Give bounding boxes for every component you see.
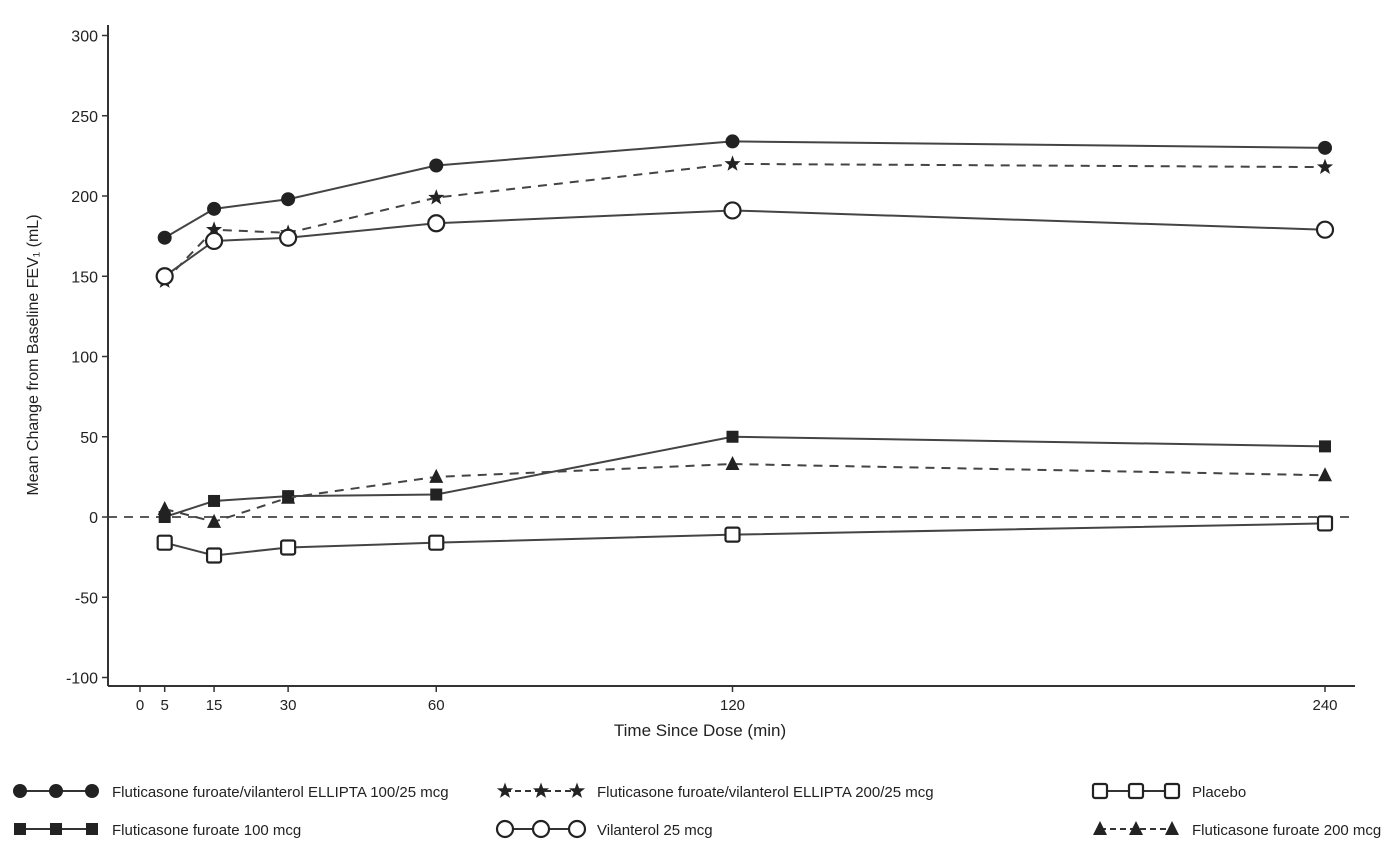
data-point	[429, 468, 444, 483]
series-line	[164, 140, 1326, 239]
data-point	[280, 539, 297, 556]
y-tick-label: 50	[80, 430, 98, 447]
y-tick-label: 150	[71, 269, 98, 286]
series-2	[156, 515, 1334, 564]
legend-marker	[1093, 821, 1107, 835]
x-tick-label: 15	[206, 697, 223, 714]
legend-marker	[1129, 821, 1143, 835]
legend-label: Placebo	[1192, 784, 1246, 801]
data-point	[206, 221, 223, 237]
data-point	[156, 534, 173, 551]
legend-marker	[1163, 782, 1181, 800]
data-point	[724, 526, 741, 543]
data-point	[725, 134, 740, 149]
data-point	[279, 228, 298, 247]
series-line	[164, 463, 1326, 523]
x-tick-label: 240	[1312, 697, 1337, 714]
legend-marker	[13, 784, 27, 798]
legend-label: Fluticasone furoate 100 mcg	[112, 822, 301, 839]
data-point	[428, 534, 445, 551]
legend-marker	[85, 784, 99, 798]
data-point	[207, 201, 222, 216]
data-point	[157, 500, 172, 515]
x-tick-label: 60	[428, 697, 445, 714]
data-point	[1316, 515, 1334, 532]
data-point	[726, 430, 739, 443]
data-point	[725, 456, 740, 471]
legend-marker	[568, 782, 586, 798]
series-line	[164, 435, 1326, 518]
data-point	[1315, 220, 1335, 239]
legend-label: Fluticasone furoate/vilanterol ELLIPTA 2…	[597, 784, 934, 801]
data-point	[1318, 467, 1332, 482]
series-5	[157, 456, 1332, 528]
legend-marker	[496, 782, 514, 798]
legend-item: Fluticasone furoate 100 mcg	[14, 822, 301, 839]
data-point	[157, 230, 172, 245]
data-point	[724, 155, 741, 171]
legend-marker	[531, 819, 551, 839]
data-point	[723, 201, 742, 220]
legend-marker	[14, 823, 26, 835]
legend-item: Fluticasone furoate/vilanterol ELLIPTA 1…	[13, 784, 449, 801]
series-3	[158, 430, 1331, 523]
data-point	[281, 489, 296, 504]
data-point	[205, 547, 223, 564]
y-tick-label: 300	[71, 29, 98, 46]
data-point	[430, 488, 443, 501]
legend-marker	[1165, 821, 1179, 835]
data-point	[208, 494, 221, 507]
y-tick-label: 0	[89, 510, 98, 527]
series-line	[164, 522, 1326, 557]
x-tick-label: 5	[161, 697, 169, 714]
legend-label: Vilanterol 25 mcg	[597, 822, 713, 839]
series-line	[163, 162, 1326, 282]
legend-marker	[50, 823, 62, 835]
data-point	[1318, 140, 1332, 155]
x-tick-label: 120	[720, 697, 745, 714]
legend-marker	[495, 819, 515, 839]
data-point	[1316, 158, 1334, 174]
series-4	[155, 201, 1335, 286]
x-axis-label: Time Since Dose (min)	[614, 721, 786, 740]
legend-item: Vilanterol 25 mcg	[495, 819, 713, 839]
legend-marker	[1127, 782, 1145, 800]
x-tick-label: 0	[136, 697, 144, 714]
data-point	[429, 158, 444, 173]
y-tick-label: 250	[71, 109, 98, 126]
y-axis-label: Mean Change from Baseline FEV₁ (mL)	[25, 214, 42, 495]
y-tick-label: 200	[71, 189, 98, 206]
series-1	[156, 155, 1334, 288]
y-tick-label: -50	[75, 590, 98, 607]
data-point	[1319, 440, 1331, 453]
legend-item: Fluticasone furoate/vilanterol ELLIPTA 2…	[496, 782, 934, 801]
series-0	[157, 134, 1332, 245]
legend-item: Placebo	[1091, 782, 1246, 801]
data-point	[427, 214, 446, 233]
series-line	[164, 209, 1326, 278]
legend-marker	[49, 784, 63, 798]
legend-label: Fluticasone furoate 200 mcg	[1192, 822, 1381, 839]
x-tick-label: 30	[280, 697, 297, 714]
legend-item: Fluticasone furoate 200 mcg	[1093, 821, 1381, 839]
legend-label: Fluticasone furoate/vilanterol ELLIPTA 1…	[112, 784, 449, 801]
legend-marker	[86, 823, 98, 835]
data-point	[155, 267, 174, 286]
data-point	[207, 513, 222, 528]
legend-marker	[1091, 782, 1109, 800]
y-tick-label: -100	[66, 671, 98, 688]
y-tick-label: 100	[71, 350, 98, 367]
data-point	[428, 189, 445, 205]
legend-marker	[532, 782, 550, 798]
data-point	[281, 192, 296, 207]
data-point	[204, 231, 224, 251]
legend-marker	[567, 819, 587, 839]
